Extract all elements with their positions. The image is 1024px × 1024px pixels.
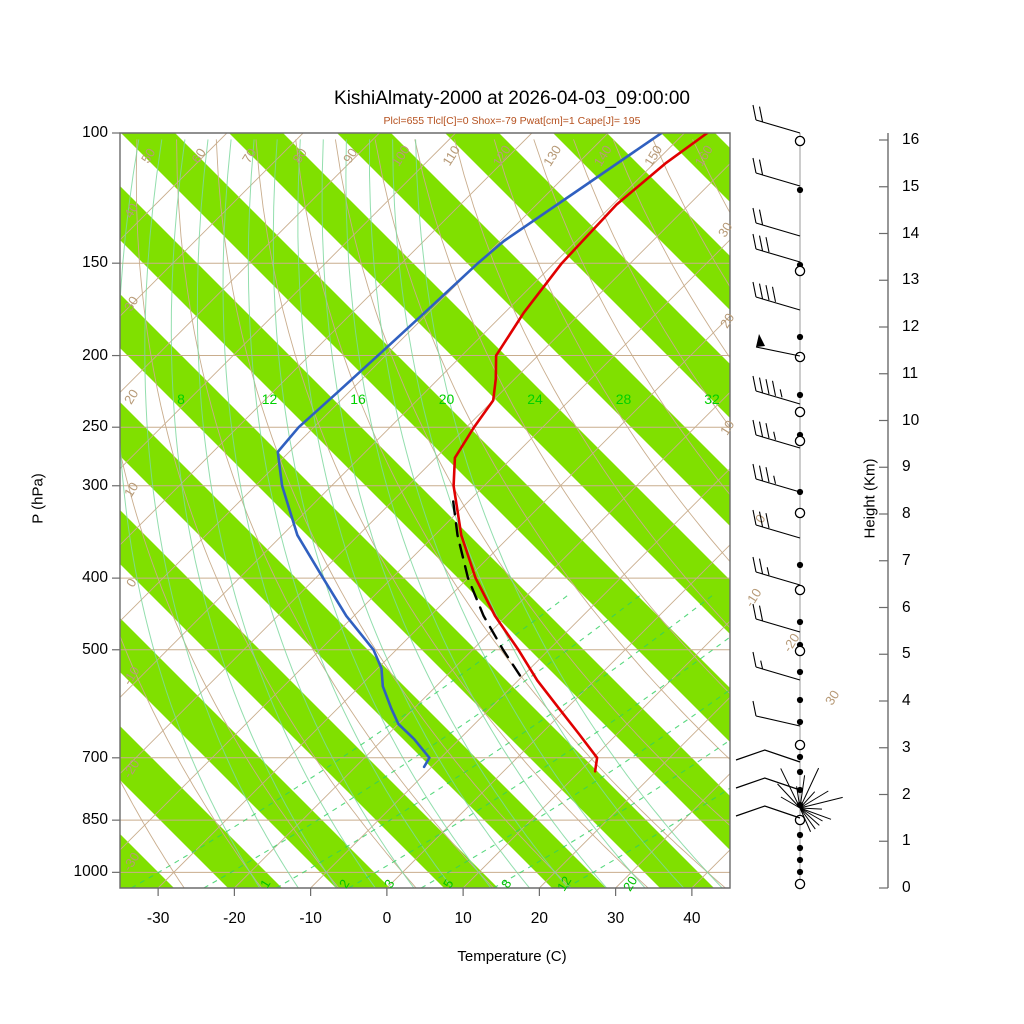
pressure-tick-700: 700 [82, 748, 108, 766]
svg-text:20: 20 [121, 387, 141, 407]
pressure-tick-250: 250 [82, 418, 108, 436]
temperature-tick--10: -10 [299, 910, 322, 927]
svg-text:20: 20 [439, 391, 455, 407]
height-tick-3: 3 [902, 738, 911, 756]
temperature-tick-30: 30 [607, 910, 625, 927]
height-tick-15: 15 [902, 177, 920, 195]
svg-text:30: 30 [715, 220, 735, 240]
height-tick-13: 13 [902, 271, 920, 289]
height-tick-16: 16 [902, 131, 920, 148]
height-tick-5: 5 [902, 645, 911, 663]
svg-text:90: 90 [340, 146, 360, 166]
height-tick-8: 8 [902, 505, 911, 522]
temperature-tick--20: -20 [223, 910, 246, 927]
svg-text:12: 12 [262, 391, 278, 407]
svg-text:60: 60 [188, 146, 208, 166]
page-title: KishiAlmaty-2000 at 2026-04-03_09:00:00 [334, 88, 690, 109]
pressure-tick-1000: 1000 [73, 863, 108, 881]
svg-text:70: 70 [239, 146, 259, 166]
height-tick-4: 4 [902, 692, 911, 709]
height-tick-2: 2 [902, 785, 911, 803]
pressure-tick-100: 100 [82, 124, 108, 141]
pressure-tick-300: 300 [82, 476, 108, 494]
height-axis-label: Height (Km) [861, 458, 879, 539]
pressure-tick-400: 400 [82, 569, 108, 587]
svg-text:50: 50 [138, 146, 158, 166]
pressure-tick-850: 850 [82, 811, 108, 829]
svg-text:32: 32 [704, 391, 720, 407]
height-tick-1: 1 [902, 832, 911, 850]
svg-text:8: 8 [177, 391, 185, 407]
height-tick-14: 14 [902, 224, 920, 242]
svg-text:40: 40 [121, 201, 141, 221]
svg-text:80: 80 [289, 146, 309, 166]
x-axis-label: Temperature (C) [457, 948, 567, 965]
svg-text:12: 12 [554, 874, 574, 894]
svg-text:10: 10 [717, 418, 737, 438]
height-tick-9: 9 [902, 458, 911, 476]
temperature-tick--30: -30 [146, 910, 170, 927]
temperature-tick-10: 10 [454, 910, 472, 927]
svg-text:24: 24 [527, 391, 543, 407]
y-axis-label: P (hPa) [29, 473, 47, 524]
height-tick-6: 6 [902, 598, 911, 616]
pressure-tick-150: 150 [82, 254, 108, 272]
height-tick-0: 0 [902, 879, 911, 896]
height-tick-7: 7 [902, 551, 911, 569]
svg-text:16: 16 [350, 391, 366, 407]
height-tick-10: 10 [902, 411, 920, 429]
temperature-tick-40: 40 [683, 910, 701, 927]
pressure-tick-200: 200 [82, 346, 108, 364]
height-tick-11: 11 [902, 364, 919, 382]
svg-text:28: 28 [616, 391, 632, 407]
pressure-tick-500: 500 [82, 640, 108, 658]
height-tick-12: 12 [902, 318, 920, 335]
svg-text:30: 30 [121, 294, 141, 314]
temperature-tick-20: 20 [530, 910, 548, 927]
sounding-indices-subtitle: Plcl=655 Tlcl[C]=0 Shox=-79 Pwat[cm]=1 C… [383, 115, 641, 127]
svg-text:10: 10 [121, 480, 141, 500]
svg-text:30: 30 [822, 688, 842, 708]
svg-text:20: 20 [717, 311, 737, 331]
temperature-tick-0: 0 [382, 910, 392, 927]
svg-text:20: 20 [620, 874, 640, 894]
